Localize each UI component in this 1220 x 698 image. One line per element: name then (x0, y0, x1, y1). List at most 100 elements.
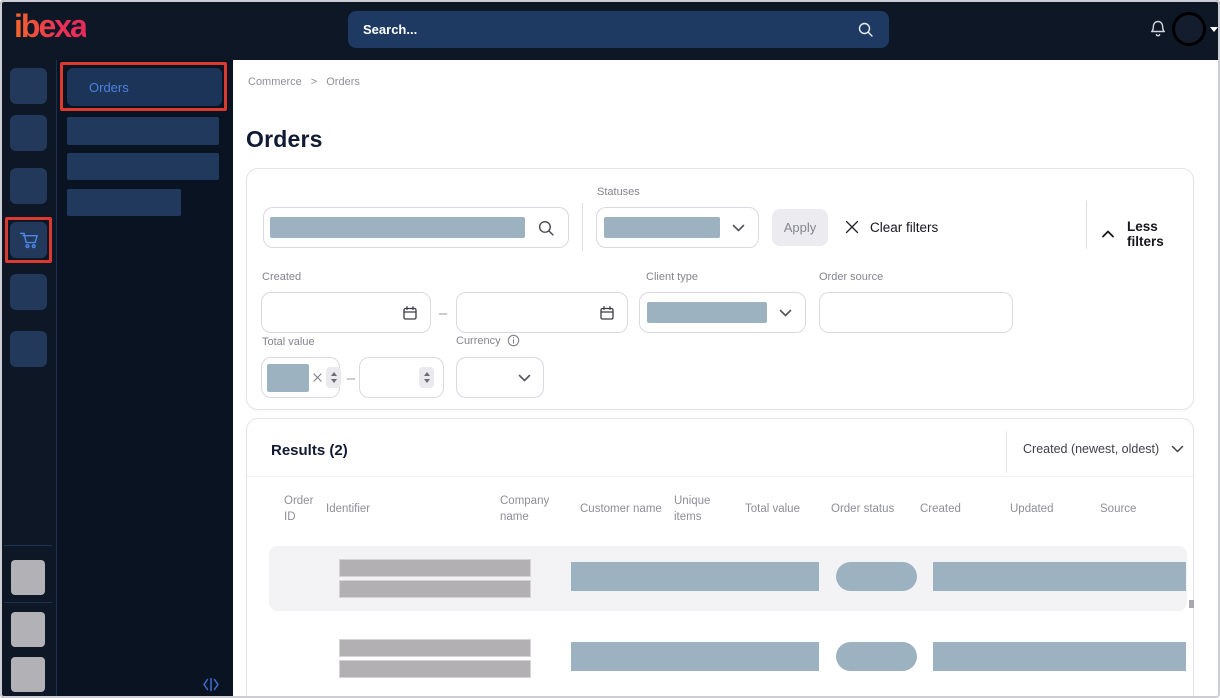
divider (1086, 201, 1087, 249)
ibexa-logo[interactable]: ibexa (14, 8, 88, 44)
info-icon[interactable] (507, 334, 520, 347)
sidebar-item-placeholder-grey-2[interactable] (11, 612, 45, 647)
sidebar-item-placeholder-grey-3[interactable] (11, 657, 45, 692)
calendar-icon (402, 305, 418, 321)
topbar: ibexa Search... (0, 0, 1220, 60)
clear-value-icon[interactable] (313, 373, 322, 382)
redacted-dates-bar (933, 642, 1186, 671)
currency-label: Currency (456, 334, 501, 347)
chevron-down-icon (779, 309, 792, 317)
range-separator: – (438, 305, 448, 322)
number-stepper-icon[interactable] (326, 367, 341, 388)
divider (247, 476, 1193, 477)
scrollbar-fragment[interactable] (1189, 600, 1194, 608)
breadcrumb-separator: > (310, 76, 318, 88)
table-row-1[interactable] (269, 546, 1187, 611)
menu-item-orders[interactable]: Orders (67, 68, 222, 106)
secondary-sidebar: Orders (57, 60, 233, 698)
apply-button[interactable]: Apply (772, 209, 828, 246)
page-title: Orders (246, 126, 323, 152)
close-icon (845, 220, 859, 234)
breadcrumb-commerce[interactable]: Commerce (248, 76, 302, 88)
table-header-row: Order ID Identifier Company name Custome… (271, 489, 1173, 529)
sidebar-item-placeholder-4[interactable] (10, 274, 47, 310)
number-stepper-icon[interactable] (419, 367, 434, 388)
redacted-customer-bar (571, 562, 819, 591)
redacted-customer-bar (571, 642, 819, 671)
created-label: Created (262, 271, 302, 283)
currency-select[interactable] (456, 357, 544, 398)
redacted-identifier-bars (339, 639, 531, 678)
column-header-customer-name: Customer name (580, 502, 662, 515)
sort-value: Created (newest, oldest) (1023, 442, 1160, 456)
global-search-input[interactable]: Search... (348, 11, 889, 48)
filter-search-input[interactable] (263, 207, 569, 248)
redacted-identifier-bars (339, 559, 531, 598)
column-header-total-value: Total value (745, 502, 800, 515)
redacted-total-min-value (267, 363, 309, 392)
table-row-2[interactable] (269, 626, 1187, 691)
status-badge (836, 642, 917, 671)
collapse-sidebar-button[interactable] (202, 677, 220, 692)
column-header-updated: Updated (1010, 502, 1054, 515)
cart-icon (18, 229, 40, 251)
notifications-bell-icon[interactable] (1148, 19, 1168, 41)
sidebar-item-placeholder-3[interactable] (10, 168, 47, 204)
column-header-order-status: Order status (831, 502, 895, 515)
menu-item-placeholder-2[interactable] (67, 153, 219, 180)
results-panel: Results (2) Created (newest, oldest) Ord… (246, 418, 1194, 698)
column-header-created: Created (920, 502, 961, 515)
statuses-select[interactable] (596, 207, 759, 248)
column-header-identifier: Identifier (326, 502, 371, 515)
column-header-source: Source (1100, 502, 1137, 515)
menu-item-placeholder-1[interactable] (67, 117, 219, 145)
client-type-select[interactable] (639, 292, 806, 333)
column-header-order-id: Order ID (284, 494, 314, 523)
redacted-client-type-value (647, 302, 767, 323)
clear-filters-button[interactable]: Clear filters (845, 216, 938, 238)
toggle-filters-label: Less filters (1127, 219, 1164, 249)
client-type-label: Client type (646, 271, 698, 283)
chevron-up-icon (1101, 230, 1115, 238)
sidebar-item-placeholder-1[interactable] (10, 68, 47, 104)
menu-item-placeholder-3[interactable] (67, 189, 181, 216)
order-source-input[interactable] (819, 292, 1013, 333)
chevron-down-icon (518, 374, 531, 382)
sidebar-item-placeholder-2[interactable] (10, 115, 47, 151)
results-count-title: Results (2) (271, 442, 348, 459)
sidebar-item-commerce[interactable] (10, 222, 47, 258)
created-to-input[interactable] (456, 292, 628, 333)
column-header-unique-items: Unique items (674, 494, 711, 523)
column-header-company-name: Company name (500, 494, 550, 523)
redacted-search-value (270, 217, 525, 238)
chevron-down-icon (732, 224, 745, 232)
toggle-filters-button[interactable]: Less filters (1101, 219, 1193, 249)
user-avatar[interactable] (1172, 12, 1206, 46)
breadcrumb: Commerce > Orders (248, 76, 360, 88)
search-icon (857, 21, 874, 38)
search-icon (537, 219, 555, 237)
clear-filters-label: Clear filters (870, 219, 939, 235)
total-value-label: Total value (262, 336, 315, 348)
divider (582, 203, 583, 251)
order-source-label: Order source (819, 271, 884, 283)
sidebar-item-placeholder-5[interactable] (10, 331, 47, 367)
created-from-input[interactable] (261, 292, 431, 333)
divider (1006, 431, 1007, 473)
sort-select[interactable]: Created (newest, oldest) (1023, 442, 1184, 456)
redacted-statuses-value (604, 217, 720, 238)
rail-divider (4, 602, 52, 603)
sidebar-item-placeholder-grey-1[interactable] (11, 560, 45, 595)
main-sidebar-rail (0, 60, 57, 698)
currency-label-row: Currency (456, 334, 520, 347)
filters-panel: Statuses Apply Clear filters (246, 168, 1194, 410)
chevron-down-icon (1171, 445, 1184, 453)
rail-divider (4, 545, 52, 546)
redacted-dates-bar (933, 562, 1186, 591)
total-value-max-input[interactable] (359, 357, 444, 398)
main-content: Commerce > Orders Orders Statuses (233, 60, 1220, 698)
collapse-icon (202, 677, 220, 692)
user-menu-caret-icon[interactable] (1210, 27, 1218, 32)
total-value-min-input[interactable] (261, 357, 341, 398)
